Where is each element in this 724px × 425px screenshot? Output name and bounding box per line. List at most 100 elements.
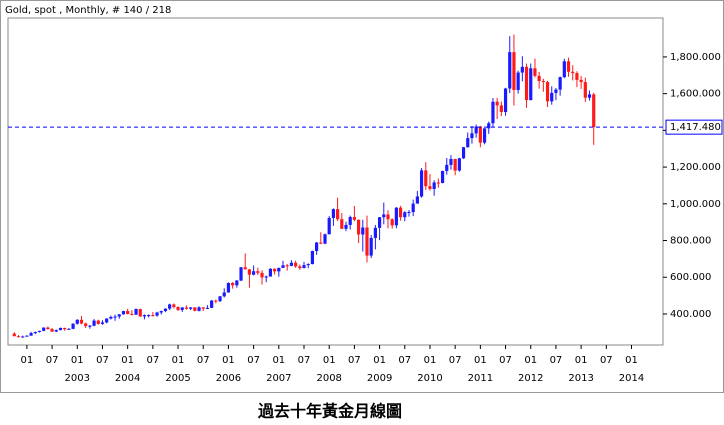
candle-body (256, 271, 260, 273)
x-tick-label: 07 (449, 355, 462, 366)
candle-body (142, 315, 147, 317)
candle-body (63, 327, 67, 330)
candle-body (25, 335, 29, 337)
year-label: 2008 (316, 373, 341, 384)
candle-body (126, 311, 130, 314)
candle-body (474, 126, 478, 134)
candle-body (247, 269, 252, 275)
y-tick-label: 800.000 (670, 236, 711, 247)
candle-body (172, 304, 176, 307)
candle-body (394, 207, 398, 226)
candle-body (33, 331, 37, 334)
x-tick-label: 07 (247, 355, 260, 366)
candle-body (210, 300, 214, 308)
candle-body (151, 315, 155, 317)
candle-body (214, 300, 218, 302)
candle-body (524, 66, 529, 101)
candle-body (491, 101, 495, 124)
candle-body (243, 267, 247, 270)
candle-body (294, 262, 298, 267)
candle-body (159, 311, 163, 313)
candle-body (403, 212, 407, 218)
candle-body (138, 309, 142, 317)
candle-body (482, 128, 487, 143)
candle-body (440, 170, 445, 184)
candle-body (545, 81, 550, 102)
candle-body (260, 272, 264, 278)
x-tick-label: 07 (197, 355, 210, 366)
candle-body (163, 308, 168, 312)
year-label: 2013 (568, 373, 593, 384)
candle-body (155, 312, 159, 316)
candle-body (407, 212, 411, 214)
candle-body (587, 94, 592, 98)
candle-body (306, 264, 310, 266)
chart-title: Gold, spot , Monthly, # 140 / 218 (5, 5, 171, 16)
candle-body (100, 322, 105, 324)
candle-body (466, 138, 470, 148)
candle-body (235, 280, 239, 286)
candle-body (319, 242, 323, 244)
candle-body (436, 182, 440, 184)
candle-body (105, 318, 109, 323)
candle-body (516, 72, 520, 90)
candle-body (550, 92, 554, 102)
candle-body (453, 159, 457, 171)
candle-body (575, 73, 579, 80)
x-tick-label: 01 (172, 355, 185, 366)
candle-body (50, 329, 54, 332)
candle-body (277, 267, 281, 272)
candle-body (352, 217, 356, 220)
candle-body (96, 320, 100, 324)
candle-body (281, 265, 285, 268)
candle-body (361, 227, 365, 235)
candle-body (583, 82, 587, 98)
candle-body (285, 265, 289, 267)
x-tick-label: 07 (550, 355, 563, 366)
candle-body (16, 336, 21, 338)
candle-body (566, 61, 571, 72)
candle-body (117, 314, 121, 317)
last-price-box (665, 119, 723, 135)
candle-body (470, 133, 474, 139)
y-tick-label: 400.000 (670, 309, 711, 320)
candle-body (331, 209, 336, 218)
x-tick-label: 07 (46, 355, 59, 366)
candle-body (348, 217, 352, 225)
candle-body (356, 219, 361, 235)
x-tick-label: 01 (121, 355, 134, 366)
candle-body (222, 292, 226, 297)
x-tick-label: 01 (424, 355, 437, 366)
candle-body (592, 94, 596, 128)
candle-body (340, 219, 344, 229)
y-tick-label: 600.000 (670, 272, 711, 283)
candle-body (571, 71, 575, 74)
plot-area (7, 17, 664, 346)
candle-body (226, 282, 231, 293)
candle-body (88, 325, 92, 327)
candle-body (189, 307, 193, 309)
candle-body (373, 227, 377, 238)
x-tick-label: 01 (222, 355, 235, 366)
x-tick-label: 07 (348, 355, 361, 366)
x-tick-label: 07 (398, 355, 411, 366)
candle-body (184, 307, 189, 309)
candle-body (503, 88, 508, 113)
year-label: 2007 (266, 373, 291, 384)
candle-body (46, 327, 50, 330)
candle-body (495, 101, 499, 106)
candle-body (218, 296, 222, 302)
candle-body (264, 276, 268, 278)
year-label: 2011 (468, 373, 493, 384)
candle-body (478, 126, 482, 143)
candle-body (92, 320, 96, 326)
candle-body (298, 266, 302, 269)
candle-body (461, 147, 466, 159)
candle-body (273, 268, 277, 272)
candle-body (113, 316, 117, 318)
candle-body (67, 328, 71, 330)
x-tick-label: 07 (146, 355, 159, 366)
x-tick-label: 01 (71, 355, 84, 366)
candle-body (231, 282, 235, 286)
year-label: 2005 (165, 373, 190, 384)
